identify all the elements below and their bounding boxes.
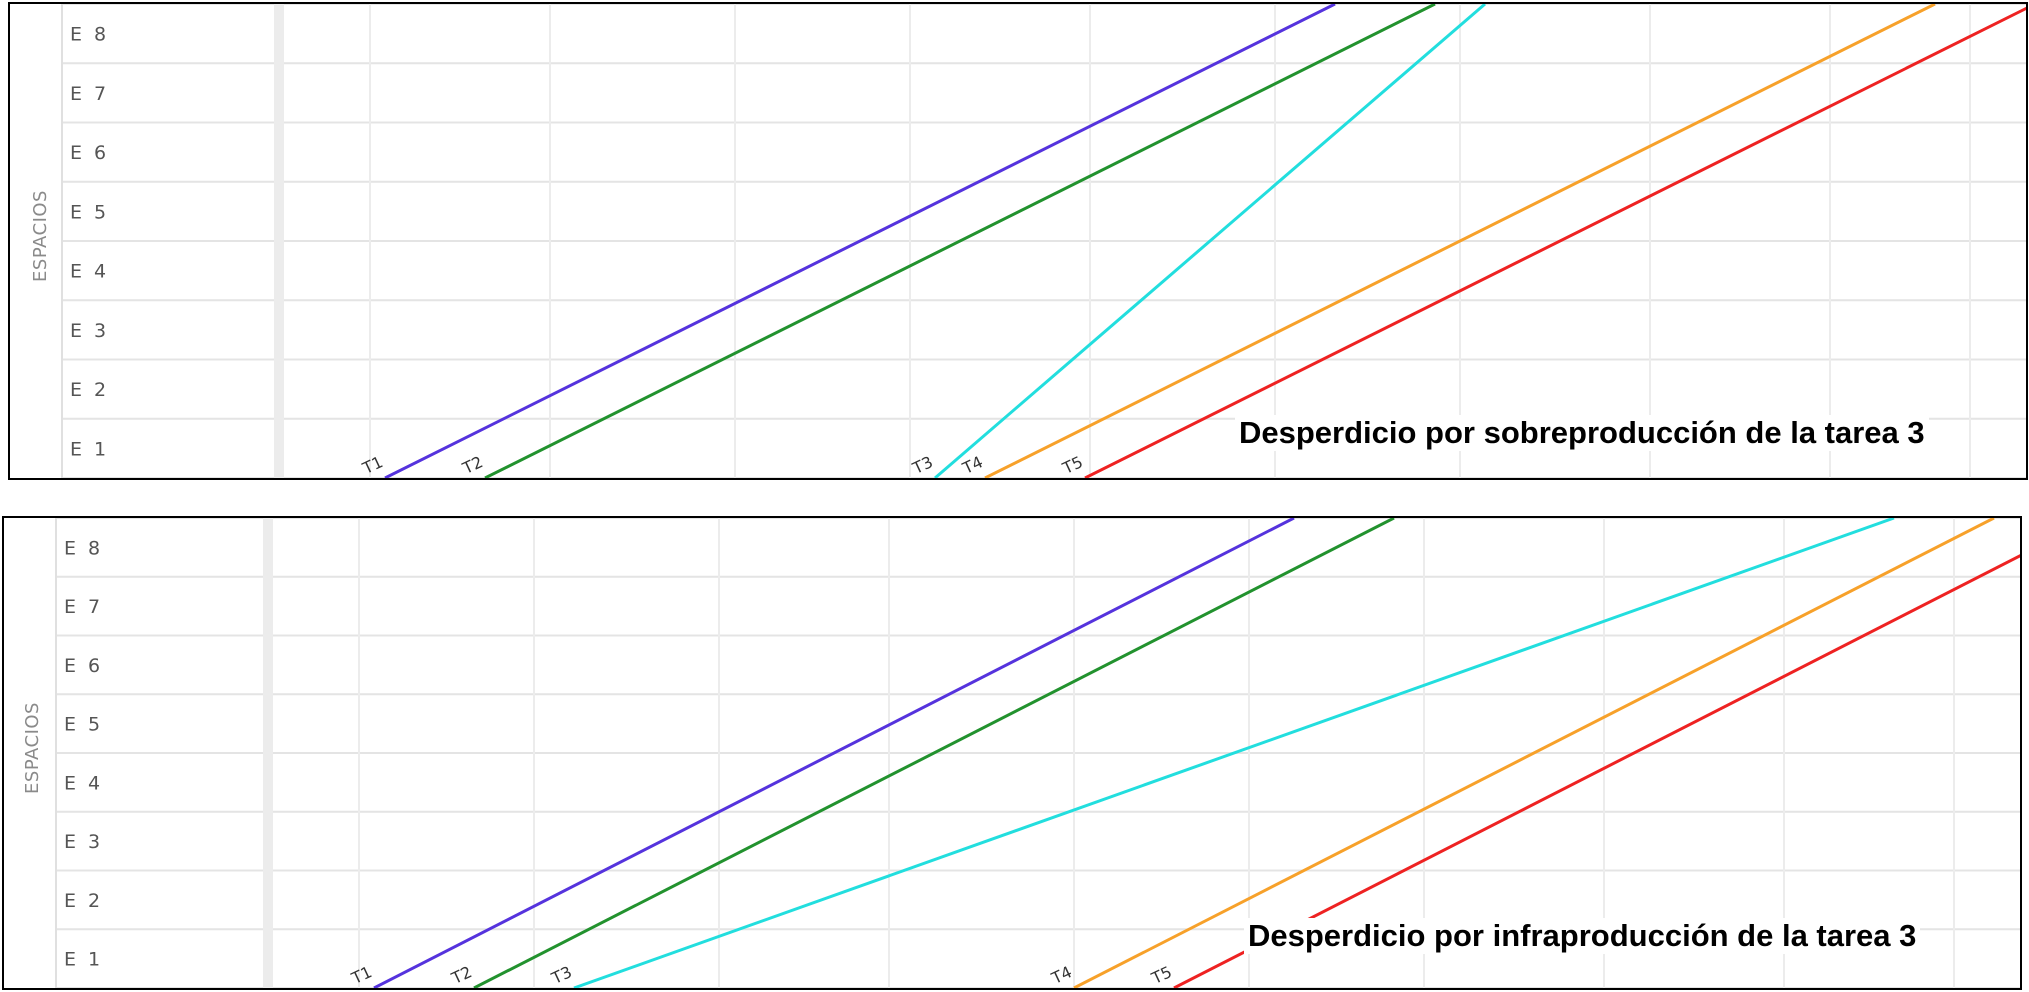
y-tick-label: E 2 [64,890,103,912]
series-label-t4: T4 [1048,962,1075,988]
y-tick-label: E 7 [64,596,103,618]
separator-band [263,518,273,988]
chart-panel-infraproduccion: E 1 E 2 E 3 E 4 E 5 E 6 E 7 E 8 ESPACIOS T1 T2 T3 T4… [2,516,2022,990]
series-label-t1: T1 [359,452,386,478]
series-label-t3: T3 [909,452,936,478]
y-tick-label: E 3 [64,831,103,853]
series-line-t4 [984,4,1936,478]
series-label-t2: T2 [448,962,475,988]
series-line-t3 [573,518,1895,988]
y-tick-label: E 7 [70,83,109,105]
y-axis-title: ESPACIOS [30,190,51,282]
series-line-t1 [373,518,1295,988]
y-tick-label: E 3 [70,320,109,342]
chart-svg: E 1 E 2 E 3 E 4 E 5 E 6 E 7 E 8 ESPACIOS T1 T2 T3 T4… [30,4,2026,478]
series-label-t2: T2 [459,452,486,478]
y-tick-label: E 6 [64,655,103,677]
y-tick-label: E 5 [70,201,109,223]
chart-caption: Desperdicio por infraproducción de la ta… [1244,918,1921,954]
series-label-t5: T5 [1148,962,1175,988]
series-label-t4: T4 [959,452,986,478]
series-line-t2 [473,518,1395,988]
chart-caption: Desperdicio por sobreproducción de la ta… [1235,415,1929,451]
y-tick-label: E 2 [70,379,109,401]
series-line-t3 [934,4,1486,478]
series-line-t5 [1084,6,2026,478]
y-tick-label: E 1 [70,438,109,460]
chart-panel-sobreproduccion: E 1 E 2 E 3 E 4 E 5 E 6 E 7 E 8 ESPACIOS T1 T2 T3 T4… [8,2,2028,480]
y-tick-label: E 8 [70,24,109,46]
series-line-t5 [1173,554,2020,988]
series-line-t1 [384,4,1336,478]
y-tick-label: E 1 [64,949,103,971]
y-tick-label: E 4 [70,261,109,283]
series-line-t4 [1073,518,1995,988]
series-line-t2 [484,4,1436,478]
y-tick-label: E 6 [70,142,109,164]
chart-svg: E 1 E 2 E 3 E 4 E 5 E 6 E 7 E 8 ESPACIOS T1 T2 T3 T4… [22,518,2020,988]
y-tick-label: E 4 [64,772,103,794]
series-label-t5: T5 [1059,452,1086,478]
y-axis-title: ESPACIOS [22,702,43,794]
series-label-t3: T3 [548,962,575,988]
series-label-t1: T1 [348,962,375,988]
separator-band [274,4,284,478]
y-tick-label: E 5 [64,714,103,736]
y-tick-label: E 8 [64,537,103,559]
